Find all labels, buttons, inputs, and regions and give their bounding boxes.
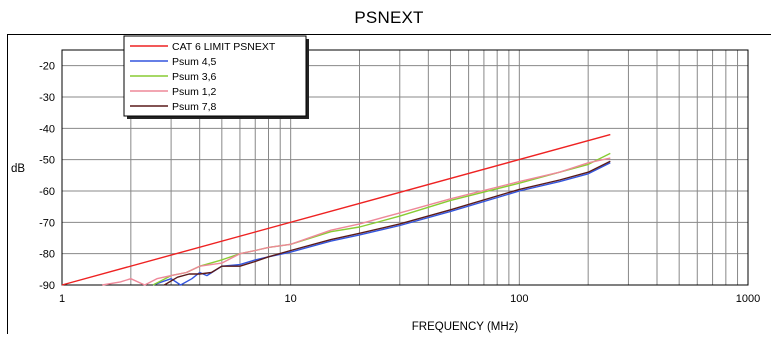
x-tick-label: 1 [59,293,65,305]
y-tick-label: -70 [39,217,55,229]
y-tick-label: -50 [39,155,55,167]
legend-label: Psum 7,8 [172,101,217,113]
tick-labels: -20 -30 -40 -50 -60 -70 -80 -90 1 10 100 1000 [39,61,760,305]
y-tick-label: -20 [39,61,55,73]
legend: CAT 6 LIMIT PSNEXT Psum 4,5 Psum 3,6 Psum 1… [123,35,309,119]
y-tick-label: -90 [39,280,55,292]
x-tick-label: 10 [285,293,297,305]
y-tick-label: -30 [39,92,55,104]
chart-frame [7,34,771,334]
legend-label: Psum 1,2 [172,86,217,98]
series-line-0 [61,133,611,286]
series-line-3 [102,157,611,286]
x-axis-label: FREQUENCY (MHz) [412,321,519,333]
x-tick-label: 1000 [736,293,760,305]
x-tick-label: 100 [510,293,528,305]
y-tick-label: -80 [39,249,55,261]
y-axis-label: dB [11,163,25,175]
series-line-4 [163,160,611,286]
legend-label: Psum 4,5 [172,56,217,68]
legend-label: Psum 3,6 [172,71,217,83]
legend-label: CAT 6 LIMIT PSNEXT [172,41,276,53]
series-lines [61,133,611,286]
plot-border [61,49,749,286]
y-tick-label: -60 [39,186,55,198]
y-tick-label: -40 [39,123,55,135]
chart-title: PSNEXT [354,8,424,27]
